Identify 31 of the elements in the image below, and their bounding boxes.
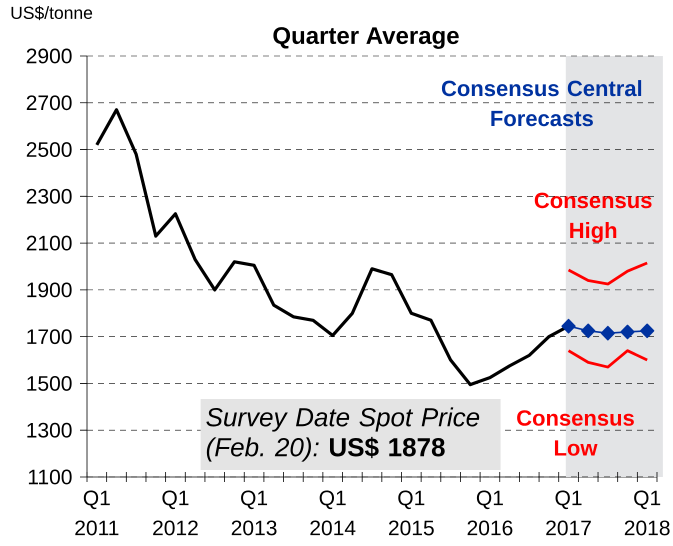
y-tick-label: 2100 (26, 236, 72, 251)
x-tick-label: Q1 2014 (310, 490, 356, 536)
y-tick-label: 1500 (27, 376, 72, 391)
y-tick-label: 2700 (26, 95, 72, 110)
y-tick-label: 1900 (27, 282, 72, 298)
y-tick-label: 2300 (26, 188, 72, 204)
x-tick-label: Q1 2015 (389, 490, 434, 536)
x-tick-label: Q1 2018 (624, 490, 670, 536)
line-series (567, 349, 649, 368)
text: Consensus Low (517, 410, 634, 456)
x-tick-label: Q1 2011 (75, 490, 118, 536)
point (581, 324, 596, 338)
chart-title: Quarter Average (273, 27, 459, 49)
y-tick-label: 1700 (27, 329, 72, 344)
point (620, 324, 635, 340)
text: Consensus Central Forecasts (442, 80, 642, 126)
point (600, 326, 615, 340)
y-tick-label: 2500 (26, 142, 72, 157)
point (561, 318, 576, 334)
point (640, 324, 654, 338)
y-tick-label: 1100 (28, 470, 72, 484)
annotation: Survey Date Spot Price (Feb. 20): US$ 1878 (206, 407, 480, 462)
x-tick-label: Q1 2012 (153, 490, 198, 536)
x-tick-label: Q1 2017 (546, 490, 591, 536)
line-series (567, 262, 649, 286)
x-tick-label: Q1 2016 (468, 490, 512, 536)
x-tick-label: Q1 2013 (232, 490, 276, 536)
y-axis-title: US$/tonne (12, 6, 92, 20)
y-tick-label: 1300 (27, 422, 72, 438)
y-tick-label: 2900 (26, 48, 72, 64)
series-label: Consensus High (534, 192, 652, 243)
